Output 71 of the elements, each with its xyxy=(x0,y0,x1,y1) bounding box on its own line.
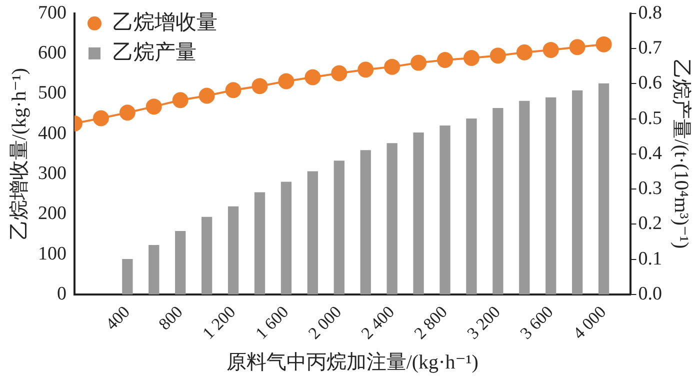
point xyxy=(304,69,321,86)
point xyxy=(331,65,348,82)
bar xyxy=(175,230,186,294)
y2-tick-label: 0.0 xyxy=(638,284,662,305)
x-tick-label: 2 400 xyxy=(358,302,398,343)
y-axis-title: 乙烷增收量/(kg·h⁻¹) xyxy=(8,68,30,240)
y-tick-label: 300 xyxy=(38,163,66,184)
point xyxy=(252,78,268,94)
point xyxy=(516,44,532,60)
bar xyxy=(228,206,239,294)
y2-tick-label: 0.8 xyxy=(638,2,662,24)
bar xyxy=(148,245,160,294)
bar xyxy=(492,108,504,294)
bar xyxy=(466,118,477,294)
x-tick-label: 4 000 xyxy=(569,302,610,343)
y2-tick-label: 0.6 xyxy=(638,72,662,94)
y-tick-label: 400 xyxy=(38,122,66,144)
bar xyxy=(413,132,424,294)
y-tick-label: 600 xyxy=(38,42,66,64)
legend-label: 乙烷产量 xyxy=(112,40,196,64)
x-tick-label: 1 200 xyxy=(198,302,240,343)
point xyxy=(278,73,294,90)
bar xyxy=(334,160,344,294)
y2-tick-label: 0.7 xyxy=(638,38,662,59)
bar xyxy=(122,259,133,294)
point xyxy=(146,98,162,115)
point xyxy=(92,110,109,126)
x-tick-label: 3 200 xyxy=(463,302,504,343)
point xyxy=(490,48,506,64)
y2-tick-label: 0.2 xyxy=(638,213,662,234)
bar xyxy=(360,150,371,294)
y-tick-label: 500 xyxy=(38,82,66,104)
y-tick-label: 0 xyxy=(57,284,66,305)
bar xyxy=(254,192,266,294)
point xyxy=(542,42,559,58)
x-tick-label: 800 xyxy=(154,302,186,334)
point xyxy=(463,50,480,66)
point xyxy=(384,58,400,75)
bar xyxy=(280,182,292,294)
point xyxy=(569,39,586,56)
point xyxy=(437,52,453,68)
bar xyxy=(307,171,318,294)
y2-tick-label: 0.4 xyxy=(638,142,662,164)
y2-tick-label: 0.1 xyxy=(638,248,662,270)
x-tick-label: 3 600 xyxy=(516,302,557,343)
y2-tick-label: 0.3 xyxy=(638,178,662,200)
y-tick-label: 700 xyxy=(38,2,66,24)
point xyxy=(358,62,374,78)
bar xyxy=(201,216,212,294)
bar xyxy=(546,97,556,294)
y-tick-label: 200 xyxy=(38,203,66,224)
point xyxy=(410,54,427,71)
x-axis-title: 原料气中丙烷加注量/(kg·h⁻¹) xyxy=(226,351,478,374)
bar xyxy=(440,126,450,294)
bar xyxy=(386,143,398,294)
bar xyxy=(519,100,530,294)
bar xyxy=(598,83,610,294)
point xyxy=(119,104,136,121)
x-tick-label: 2 000 xyxy=(304,302,346,343)
point xyxy=(198,88,215,104)
x-tick-label: 400 xyxy=(102,302,134,334)
point xyxy=(596,36,612,52)
y2-tick-label: 0.5 xyxy=(638,108,662,129)
y-tick-label: 100 xyxy=(38,243,66,264)
point xyxy=(172,92,188,108)
y2-axis-title: 乙烷产量/(t·(10⁴m³)⁻¹) xyxy=(670,59,692,249)
x-tick-label: 1 600 xyxy=(252,302,292,343)
bar xyxy=(572,90,583,294)
x-tick-label: 2 800 xyxy=(410,302,451,343)
legend-label: 乙烷增收量 xyxy=(112,10,218,34)
point xyxy=(225,82,242,98)
